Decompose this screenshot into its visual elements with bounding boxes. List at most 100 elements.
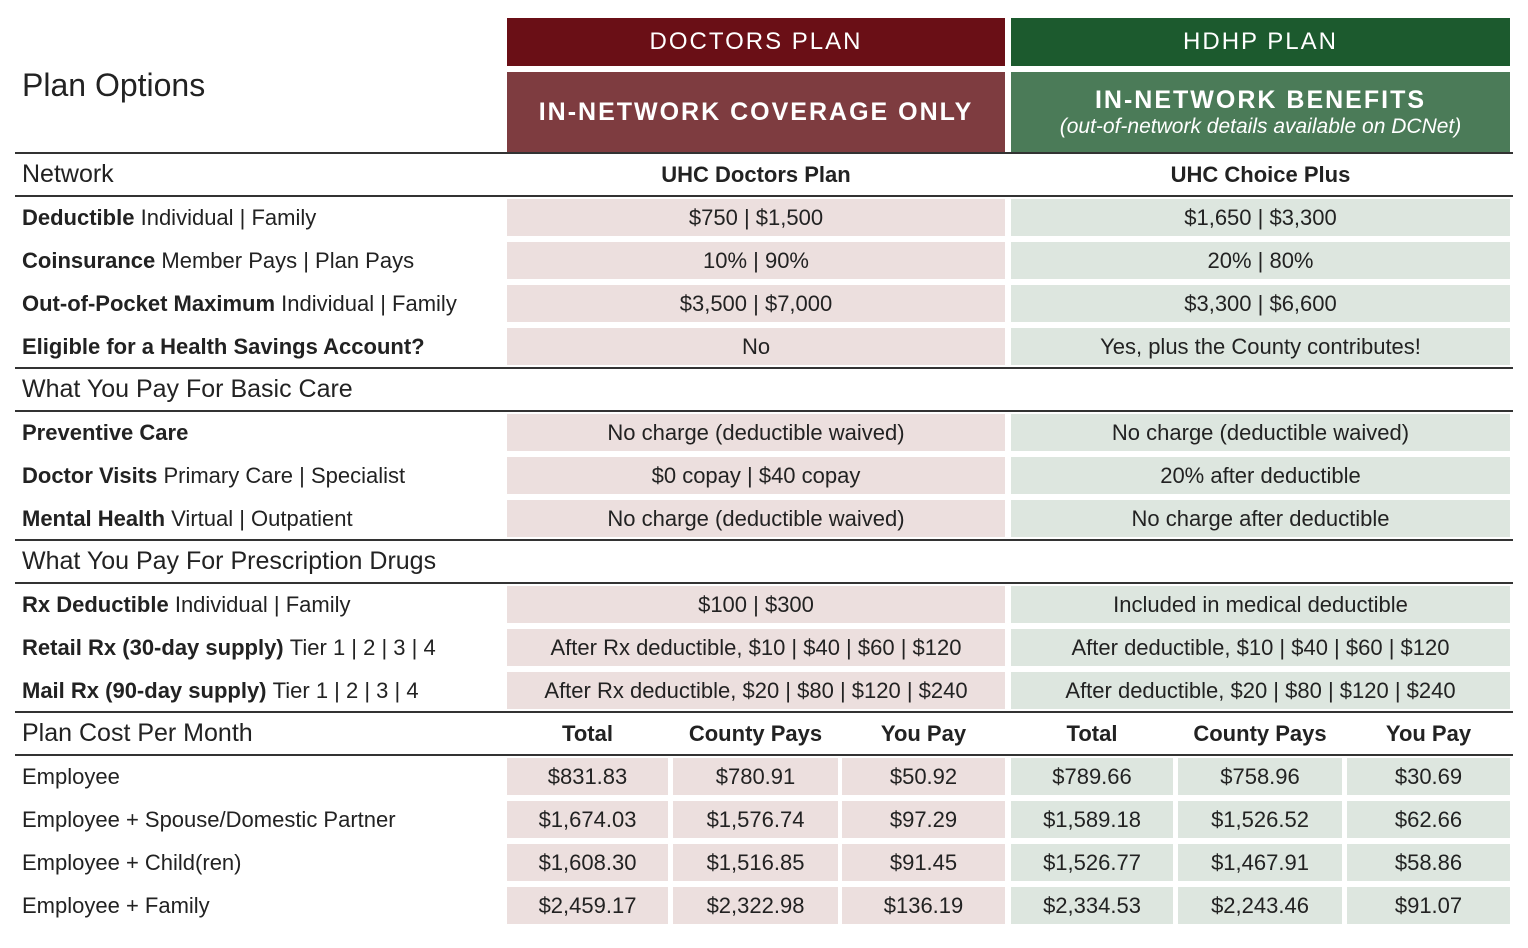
column-heading: Total bbox=[562, 720, 613, 746]
cell: 20% | 80% bbox=[1011, 242, 1510, 279]
rule bbox=[15, 152, 1513, 154]
cell: $100 | $300 bbox=[507, 586, 1005, 623]
column-heading: UHC Choice Plus bbox=[1170, 161, 1351, 187]
label-bold: Out-of-Pocket Maximum bbox=[22, 290, 276, 316]
column-heading: You Pay bbox=[1385, 720, 1472, 746]
rule bbox=[15, 539, 1513, 541]
label-bold: Rx Deductible bbox=[22, 591, 169, 617]
rule bbox=[15, 410, 1513, 412]
cell: $0 copay | $40 copay bbox=[507, 457, 1005, 494]
cell: $780.91 bbox=[673, 758, 838, 795]
label: Employee + Spouse/Domestic Partner bbox=[22, 806, 396, 832]
label-bold: Coinsurance bbox=[22, 247, 156, 273]
row-label: Doctor Visits Primary Care | Specialist bbox=[15, 454, 405, 497]
cell: $2,243.46 bbox=[1178, 887, 1342, 924]
cell: $1,526.77 bbox=[1011, 844, 1173, 881]
label: Primary Care | Specialist bbox=[163, 462, 406, 488]
cell: After deductible, $10 | $40 | $60 | $120 bbox=[1011, 629, 1510, 666]
cell: $62.66 bbox=[1347, 801, 1510, 838]
cell: $1,467.91 bbox=[1178, 844, 1342, 881]
cell: No bbox=[507, 328, 1005, 365]
section-heading: Plan Cost Per Month bbox=[22, 719, 253, 747]
row-label: Employee + Spouse/Domestic Partner bbox=[15, 798, 396, 841]
rule bbox=[15, 754, 1513, 756]
row-label: Retail Rx (30-day supply) Tier 1 | 2 | 3… bbox=[15, 626, 436, 669]
cell: $30.69 bbox=[1347, 758, 1510, 795]
label-bold: Doctor Visits bbox=[22, 462, 158, 488]
row-label: Rx Deductible Individual | Family bbox=[15, 583, 351, 626]
row-label: Employee + Child(ren) bbox=[15, 841, 241, 884]
label: Employee + Child(ren) bbox=[22, 849, 242, 875]
row-label: Eligible for a Health Savings Account? bbox=[15, 325, 425, 368]
row-label: Employee + Family bbox=[15, 884, 210, 927]
cell: $136.19 bbox=[842, 887, 1005, 924]
cell: After Rx deductible, $10 | $40 | $60 | $… bbox=[507, 629, 1005, 666]
cell: $758.96 bbox=[1178, 758, 1342, 795]
cell: $3,500 | $7,000 bbox=[507, 285, 1005, 322]
cell: 10% | 90% bbox=[507, 242, 1005, 279]
cell: $50.92 bbox=[842, 758, 1005, 795]
label: Virtual | Outpatient bbox=[171, 505, 353, 531]
rule bbox=[15, 711, 1513, 713]
cell: $3,300 | $6,600 bbox=[1011, 285, 1510, 322]
label: Tier 1 | 2 | 3 | 4 bbox=[272, 677, 419, 703]
section-heading: What You Pay For Basic Care bbox=[22, 375, 353, 403]
cell: Included in medical deductible bbox=[1011, 586, 1510, 623]
label: Employee bbox=[22, 763, 120, 789]
cell: No charge (deductible waived) bbox=[1011, 414, 1510, 451]
column-heading: County Pays bbox=[688, 720, 823, 746]
label-bold: Retail Rx (30-day supply) bbox=[22, 634, 284, 660]
column-heading: You Pay bbox=[880, 720, 967, 746]
cell: $750 | $1,500 bbox=[507, 199, 1005, 236]
cell: $831.83 bbox=[507, 758, 668, 795]
cell: $1,608.30 bbox=[507, 844, 668, 881]
plan-sub-box: IN-NETWORK BENEFITS (out-of-network deta… bbox=[1011, 72, 1510, 152]
row-label: Mail Rx (90-day supply) Tier 1 | 2 | 3 |… bbox=[15, 669, 419, 712]
label-bold: Deductible bbox=[22, 204, 135, 230]
label-bold: Mental Health bbox=[22, 505, 166, 531]
cell: After Rx deductible, $20 | $80 | $120 | … bbox=[507, 672, 1005, 709]
label-bold: Eligible for a Health Savings Account? bbox=[22, 333, 425, 359]
cell: After deductible, $20 | $80 | $120 | $24… bbox=[1011, 672, 1510, 709]
rule bbox=[15, 195, 1513, 197]
row-label: Deductible Individual | Family bbox=[15, 196, 316, 239]
row-label: Employee bbox=[15, 755, 120, 798]
cell: $2,322.98 bbox=[673, 887, 838, 924]
label: Employee + Family bbox=[22, 892, 210, 918]
label: Tier 1 | 2 | 3 | 4 bbox=[289, 634, 436, 660]
rule bbox=[15, 582, 1513, 584]
cell: 20% after deductible bbox=[1011, 457, 1510, 494]
cell: No charge (deductible waived) bbox=[507, 500, 1005, 537]
cell: $91.07 bbox=[1347, 887, 1510, 924]
label: Member Pays | Plan Pays bbox=[161, 247, 415, 273]
cell: $1,526.52 bbox=[1178, 801, 1342, 838]
cell: Yes, plus the County contributes! bbox=[1011, 328, 1510, 365]
label: Individual | Family bbox=[140, 204, 317, 230]
row-label: Out-of-Pocket Maximum Individual | Famil… bbox=[15, 282, 457, 325]
cell: $58.86 bbox=[1347, 844, 1510, 881]
plan-sub: IN-NETWORK COVERAGE ONLY bbox=[507, 72, 1005, 152]
plan-name: HDHP PLAN bbox=[1011, 18, 1510, 66]
plan-name: DOCTORS PLAN bbox=[507, 18, 1005, 66]
row-label: Coinsurance Member Pays | Plan Pays bbox=[15, 239, 414, 282]
cell: $1,589.18 bbox=[1011, 801, 1173, 838]
cell: No charge after deductible bbox=[1011, 500, 1510, 537]
plan-sub: IN-NETWORK BENEFITS bbox=[1094, 85, 1427, 114]
label: Individual | Family bbox=[281, 290, 457, 316]
label-bold: Mail Rx (90-day supply) bbox=[22, 677, 267, 703]
label: Individual | Family bbox=[174, 591, 351, 617]
title: Plan Options bbox=[22, 66, 206, 103]
cell: No charge (deductible waived) bbox=[507, 414, 1005, 451]
section-heading: What You Pay For Prescription Drugs bbox=[22, 547, 437, 575]
column-heading: Total bbox=[1066, 720, 1118, 746]
label-bold: Preventive Care bbox=[22, 419, 189, 445]
rule bbox=[15, 367, 1513, 369]
cell: $2,334.53 bbox=[1011, 887, 1173, 924]
cell: $91.45 bbox=[842, 844, 1005, 881]
cell: $1,576.74 bbox=[673, 801, 838, 838]
cell: $1,650 | $3,300 bbox=[1011, 199, 1510, 236]
plan-note: (out-of-network details available on DCN… bbox=[1059, 114, 1462, 138]
row-label: Mental Health Virtual | Outpatient bbox=[15, 497, 353, 540]
cell: $2,459.17 bbox=[507, 887, 668, 924]
